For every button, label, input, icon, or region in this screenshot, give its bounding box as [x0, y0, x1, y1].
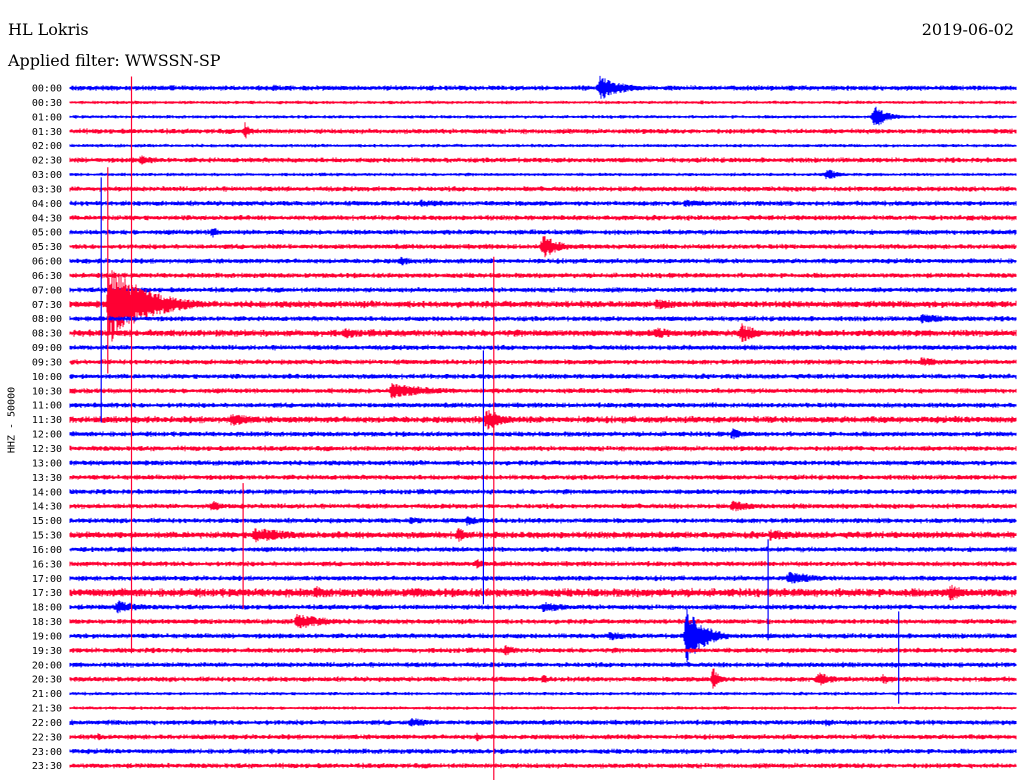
time-label: 02:00 [32, 141, 62, 152]
time-label: 17:30 [32, 588, 62, 599]
time-label: 03:00 [32, 170, 62, 181]
station-title: HL Lokris [8, 20, 89, 39]
time-label: 13:00 [32, 458, 62, 469]
time-label: 16:00 [32, 545, 62, 556]
time-label: 12:00 [32, 430, 62, 441]
time-label: 14:30 [32, 502, 62, 513]
time-label: 08:00 [32, 314, 62, 325]
time-label: 12:30 [32, 444, 62, 455]
date-label: 2019-06-02 [921, 20, 1014, 39]
time-label: 11:30 [32, 415, 62, 426]
trace-group [69, 75, 1017, 769]
time-label: 09:30 [32, 358, 62, 369]
time-label: 10:00 [32, 372, 62, 383]
time-label: 04:00 [32, 199, 62, 210]
time-label: 04:30 [32, 213, 62, 224]
time-label: 10:30 [32, 386, 62, 397]
time-label: 00:00 [32, 84, 62, 95]
time-label: 21:00 [32, 689, 62, 700]
time-label: 16:30 [32, 559, 62, 570]
time-label: 06:00 [32, 257, 62, 268]
time-label: 22:00 [32, 718, 62, 729]
time-label-group: 00:00 00:30 01:00 01:30 02:00 02:30 03:00 03:30… [32, 84, 62, 773]
time-label: 07:30 [32, 300, 62, 311]
spike-group [100, 76, 900, 780]
time-label: 19:00 [32, 632, 62, 643]
time-label: 07:00 [32, 285, 62, 296]
time-label: 21:30 [32, 704, 62, 715]
filter-label: Applied filter: WWSSN-SP [8, 51, 221, 70]
time-label: 23:30 [32, 761, 62, 772]
time-label: 13:30 [32, 473, 62, 484]
time-label: 08:30 [32, 329, 62, 340]
time-label: 03:30 [32, 184, 62, 195]
time-label: 22:30 [32, 732, 62, 743]
time-label: 05:30 [32, 242, 62, 253]
time-label: 15:00 [32, 516, 62, 527]
time-label: 17:00 [32, 574, 62, 585]
time-label: 19:30 [32, 646, 62, 657]
time-label: 05:00 [32, 228, 62, 239]
time-label: 06:30 [32, 271, 62, 282]
time-label: 15:30 [32, 531, 62, 542]
time-label: 18:30 [32, 617, 62, 628]
time-label: 00:30 [32, 98, 62, 109]
time-label: 11:00 [32, 401, 62, 412]
channel-axis-label: HHZ - 50000 [6, 386, 18, 454]
time-label: 20:30 [32, 675, 62, 686]
time-label: 01:00 [32, 112, 62, 123]
time-label: 23:00 [32, 747, 62, 758]
time-label: 18:00 [32, 603, 62, 614]
time-label: 14:00 [32, 487, 62, 498]
time-label: 20:00 [32, 660, 62, 671]
time-label: 09:00 [32, 343, 62, 354]
time-label: 01:30 [32, 127, 62, 138]
time-label: 02:30 [32, 156, 62, 167]
